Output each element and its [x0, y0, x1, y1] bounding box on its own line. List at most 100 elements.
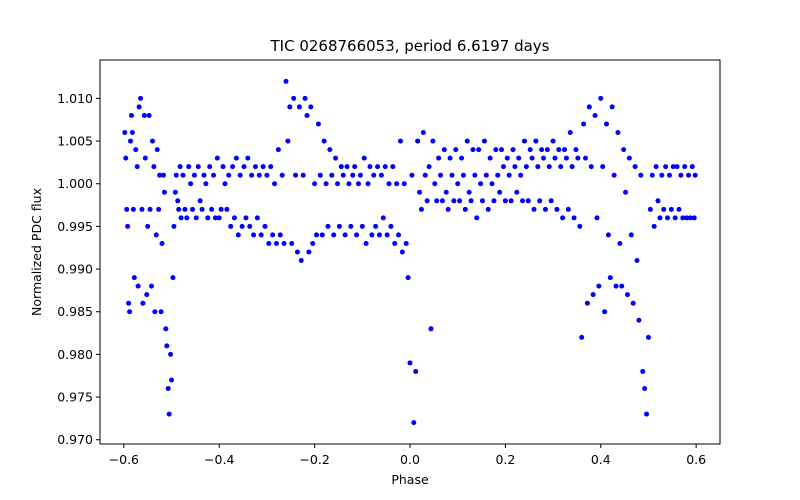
data-point [609, 104, 615, 110]
data-point [177, 164, 183, 170]
data-point [451, 198, 457, 204]
data-point [466, 189, 472, 195]
data-point [304, 112, 310, 118]
data-point [531, 206, 537, 212]
data-point [409, 172, 415, 178]
data-point [447, 155, 453, 161]
data-point [378, 172, 384, 178]
data-point [145, 223, 151, 229]
y-tick-label: 0.980 [57, 347, 93, 362]
data-point [516, 155, 522, 161]
data-point [139, 206, 145, 212]
data-point [277, 232, 283, 238]
y-tick-label: 0.995 [57, 219, 93, 234]
data-point [122, 130, 128, 136]
data-point [152, 309, 158, 315]
data-point [523, 164, 529, 170]
data-point [554, 206, 560, 212]
data-point [661, 206, 667, 212]
data-point [133, 147, 139, 153]
data-point [678, 172, 684, 178]
data-point [417, 189, 423, 195]
data-point [241, 164, 247, 170]
data-point [525, 198, 531, 204]
data-point [296, 104, 302, 110]
data-point [674, 164, 680, 170]
y-tick-label: 1.010 [57, 91, 93, 106]
data-point [499, 147, 505, 153]
data-point [390, 164, 396, 170]
data-point [140, 300, 146, 306]
data-point [460, 172, 466, 178]
data-point [230, 164, 236, 170]
x-tick-label: 0.4 [591, 452, 611, 467]
data-point [166, 411, 172, 417]
data-point [529, 155, 535, 161]
data-point [686, 172, 692, 178]
data-point [449, 172, 455, 178]
data-point [611, 172, 617, 178]
data-point [335, 181, 341, 187]
data-point [689, 164, 695, 170]
x-tick-label: 0.6 [686, 452, 706, 467]
x-axis-ticks: −0.6 −0.4 −0.2 0.0 0.2 0.4 0.6 [109, 444, 706, 467]
data-point [506, 172, 512, 178]
data-point [594, 215, 600, 221]
x-tick-label: 0.2 [495, 452, 515, 467]
data-point [560, 215, 566, 221]
data-point [182, 206, 188, 212]
data-point [626, 155, 632, 161]
data-point [464, 138, 470, 144]
data-point [317, 172, 323, 178]
data-point [382, 164, 388, 170]
data-point [485, 206, 491, 212]
data-point [298, 258, 304, 264]
data-point [308, 104, 314, 110]
data-point [533, 138, 539, 144]
data-point [169, 377, 175, 383]
data-point [394, 181, 400, 187]
data-points [122, 78, 698, 426]
data-point [441, 147, 447, 153]
data-point [233, 155, 239, 161]
data-point [615, 130, 621, 136]
data-point [283, 78, 289, 84]
data-point [340, 172, 346, 178]
data-point [388, 223, 394, 229]
data-point [310, 240, 316, 246]
data-point [438, 172, 444, 178]
data-point [245, 155, 251, 161]
data-point [130, 206, 136, 212]
data-point [472, 172, 478, 178]
data-point [546, 164, 552, 170]
data-point [256, 172, 262, 178]
data-point [623, 189, 629, 195]
data-point [403, 240, 409, 246]
data-point [577, 223, 583, 229]
y-tick-label: 1.000 [57, 176, 93, 191]
data-point [359, 223, 365, 229]
data-point [315, 121, 321, 127]
data-point [260, 164, 266, 170]
data-point [207, 164, 213, 170]
data-point [430, 138, 436, 144]
data-point [329, 172, 335, 178]
data-point [520, 198, 526, 204]
data-point [214, 155, 220, 161]
data-point [175, 198, 181, 204]
data-point [500, 164, 506, 170]
data-point [592, 112, 598, 118]
data-point [291, 95, 297, 101]
data-point [293, 172, 299, 178]
data-point [657, 215, 663, 221]
data-point [151, 164, 157, 170]
data-point [651, 223, 657, 229]
data-point [367, 164, 373, 170]
data-point [502, 198, 508, 204]
data-point [579, 334, 585, 340]
data-point [285, 138, 291, 144]
data-point [147, 206, 153, 212]
data-point [168, 351, 174, 357]
data-point [279, 172, 285, 178]
data-point [212, 215, 218, 221]
